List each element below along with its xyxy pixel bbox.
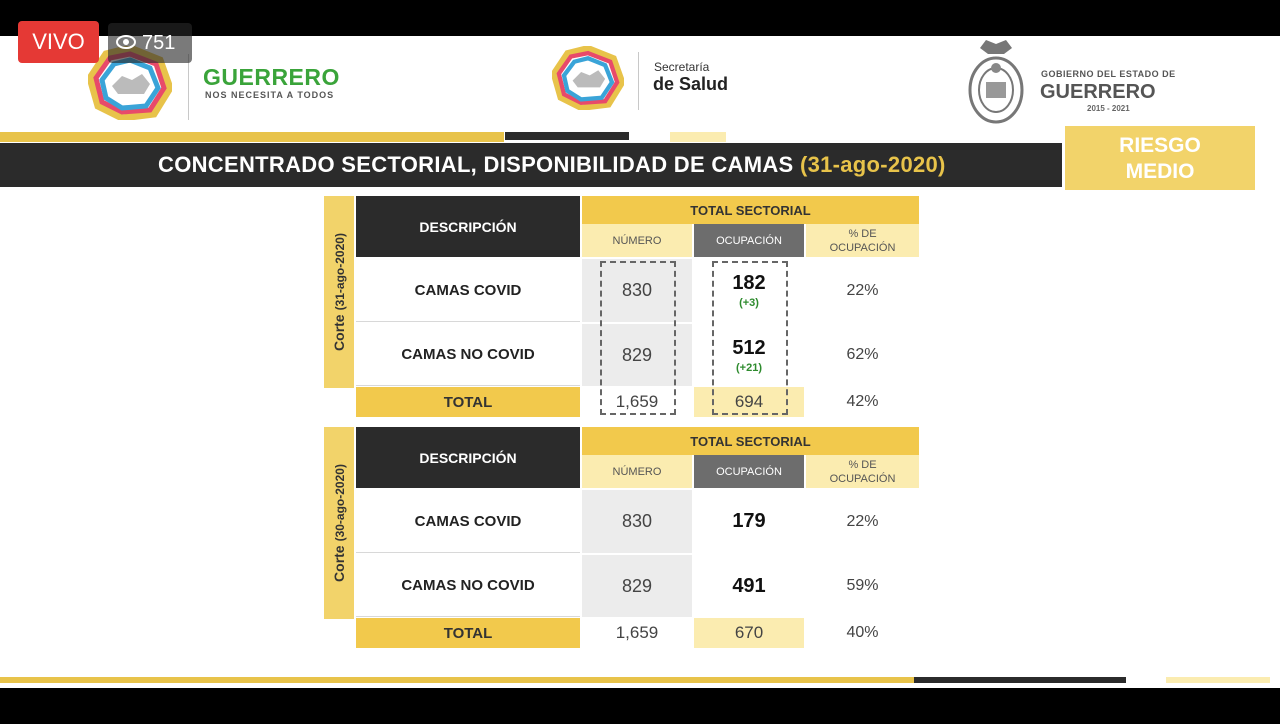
slide: GUERRERO NOS NECESITA A TODOS Secretaría… <box>0 36 1280 688</box>
total-label: TOTAL <box>356 618 580 648</box>
salud-logo-icon <box>552 46 624 110</box>
corte-tab-text: Corte (31-ago-2020) <box>331 233 347 351</box>
state-seal-icon <box>968 40 1024 124</box>
risk-level: MEDIO <box>1125 160 1195 183</box>
row-label: CAMAS NO COVID <box>356 555 580 617</box>
total-ocupacion: 670 <box>694 618 804 648</box>
row-pct: 62% <box>806 324 919 386</box>
salud-label: de Salud <box>653 74 729 94</box>
page-title-date: (31-ago-2020) <box>799 152 946 177</box>
row-pct: 22% <box>806 490 919 553</box>
stripe-dark <box>505 132 629 140</box>
col-header-total-sectorial: TOTAL SECTORIAL <box>582 196 919 224</box>
col-header-descripcion: DESCRIPCIÓN <box>356 427 580 488</box>
occupancy-delta: (+21) <box>736 361 762 374</box>
guerrero-subtitle: NOS NECESITA A TODOS <box>205 90 335 100</box>
gobierno-label: GOBIERNO DEL ESTADO DE <box>1041 69 1176 79</box>
eye-icon <box>116 35 136 49</box>
row-pct: 59% <box>806 555 919 617</box>
risk-label: RIESGO <box>1119 134 1201 157</box>
row-pct: 22% <box>806 259 919 322</box>
total-pct: 40% <box>806 618 919 648</box>
gobierno-period-label: 2015 - 2021 <box>1087 104 1130 113</box>
corte-tab: Corte (31-ago-2020) <box>324 196 354 388</box>
page-title: CONCENTRADO SECTORIAL, DISPONIBILIDAD DE… <box>158 152 946 178</box>
row-ocupacion: 491 <box>694 555 804 617</box>
occupancy-value: 512 <box>732 336 766 359</box>
col-header-total-sectorial: TOTAL SECTORIAL <box>582 427 919 455</box>
corte-tab-text: Corte (30-ago-2020) <box>331 464 347 582</box>
occupancy-delta: (+3) <box>739 297 759 309</box>
page-title-main: CONCENTRADO SECTORIAL, DISPONIBILIDAD DE… <box>158 152 794 177</box>
gobierno-state-label: GUERRERO <box>1040 81 1156 103</box>
corte-date: (30-ago-2020) <box>333 464 347 542</box>
occupancy-value: 179 <box>732 510 766 532</box>
secretaria-label: Secretaría <box>654 60 710 74</box>
pct-header-line2: OCUPACIÓN <box>829 241 896 254</box>
footer-stripe-dark <box>914 677 1126 683</box>
col-header-pct-ocupacion: % DE OCUPACIÓN <box>806 224 919 257</box>
guerrero-logo-icon <box>88 46 172 120</box>
highlight-numero-box <box>600 261 676 415</box>
col-header-ocupacion: OCUPACIÓN <box>694 455 804 488</box>
risk-badge: RIESGO MEDIO <box>1065 126 1255 190</box>
row-numero: 830 <box>582 490 692 553</box>
col-header-numero: NÚMERO <box>582 455 692 488</box>
viewer-count-value: 751 <box>142 32 176 54</box>
col-header-descripcion: DESCRIPCIÓN <box>356 196 580 257</box>
occupancy-value: 182 <box>732 272 766 294</box>
total-label: TOTAL <box>356 387 580 417</box>
total-numero: 1,659 <box>582 618 692 648</box>
guerrero-title: GUERRERO <box>203 64 340 90</box>
beds-table: DESCRIPCIÓN TOTAL SECTORIAL NÚMERO OCUPA… <box>356 427 919 648</box>
pct-header-line1: % DE <box>848 458 877 471</box>
row-numero: 829 <box>582 555 692 617</box>
footer-stripe-gold <box>0 677 914 683</box>
row-ocupacion: 179 <box>694 490 804 553</box>
title-bar <box>0 143 1062 187</box>
corte-date: (31-ago-2020) <box>333 233 347 311</box>
highlight-ocupacion-box <box>712 261 788 415</box>
stripe-gold <box>0 132 504 142</box>
corte-label: Corte <box>331 314 347 351</box>
header-divider <box>638 52 639 110</box>
row-label: CAMAS NO COVID <box>356 324 580 386</box>
col-header-numero: NÚMERO <box>582 224 692 257</box>
corte-label: Corte <box>331 545 347 582</box>
pct-header-line2: OCUPACIÓN <box>829 472 896 485</box>
occupancy-value: 491 <box>732 574 766 597</box>
col-header-ocupacion: OCUPACIÓN <box>694 224 804 257</box>
row-label: CAMAS COVID <box>356 490 580 553</box>
beds-table: DESCRIPCIÓN TOTAL SECTORIAL NÚMERO OCUPA… <box>356 196 919 417</box>
stripe-light <box>670 132 726 142</box>
footer-stripe-light <box>1166 677 1270 683</box>
header-divider <box>188 54 189 120</box>
col-header-pct-ocupacion: % DE OCUPACIÓN <box>806 455 919 488</box>
pct-header-line1: % DE <box>848 227 877 240</box>
viewer-count: 751 <box>108 23 192 63</box>
corte-tab: Corte (30-ago-2020) <box>324 427 354 619</box>
total-pct: 42% <box>806 387 919 417</box>
live-badge: VIVO <box>18 21 99 63</box>
row-label: CAMAS COVID <box>356 259 580 322</box>
